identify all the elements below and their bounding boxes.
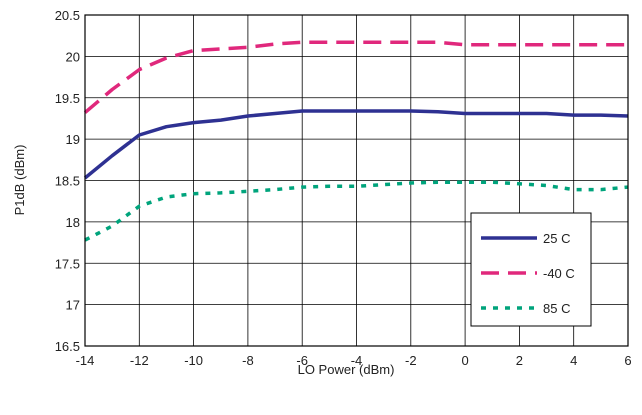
x-tick-label: -8 [242, 353, 254, 368]
y-tick-label: 20.5 [55, 8, 80, 23]
y-tick-label: 19.5 [55, 91, 80, 106]
y-tick-labels: 16.5 17 17.5 18 18.5 19 19.5 20 20.5 [55, 8, 80, 354]
y-tick-label: 20 [66, 49, 80, 64]
x-tick-label: 4 [570, 353, 577, 368]
legend-label-minus40c: -40 C [543, 266, 575, 281]
x-tick-labels: -14 -12 -10 -8 -6 -4 -2 0 2 4 6 [76, 353, 632, 368]
y-tick-label: 16.5 [55, 339, 80, 354]
x-tick-label: -6 [296, 353, 308, 368]
x-tick-label: 6 [624, 353, 631, 368]
x-tick-label: -2 [405, 353, 417, 368]
series-line-1 [83, 40, 628, 114]
x-tick-label: -12 [130, 353, 149, 368]
y-tick-label: 17.5 [55, 256, 80, 271]
y-tick-label: 18.5 [55, 174, 80, 189]
series-lines [83, 40, 629, 242]
legend-label-25c: 25 C [543, 231, 570, 246]
x-tick-label: 2 [516, 353, 523, 368]
x-tick-label: 0 [461, 353, 468, 368]
legend: 25 C -40 C 85 C [470, 212, 592, 327]
plot-frame [84, 14, 629, 347]
legend-label-85c: 85 C [543, 301, 570, 316]
y-tick-label: 17 [66, 298, 80, 313]
x-tick-label: -14 [76, 353, 95, 368]
y-axis-title: P1dB (dBm) [12, 145, 27, 216]
y-tick-label: 19 [66, 132, 80, 147]
x-tick-label: -10 [184, 353, 203, 368]
y-tick-label: 18 [66, 215, 80, 230]
x-axis-title: LO Power (dBm) [298, 362, 395, 377]
x-tick-label: -4 [351, 353, 363, 368]
series-line-0 [83, 109, 629, 180]
